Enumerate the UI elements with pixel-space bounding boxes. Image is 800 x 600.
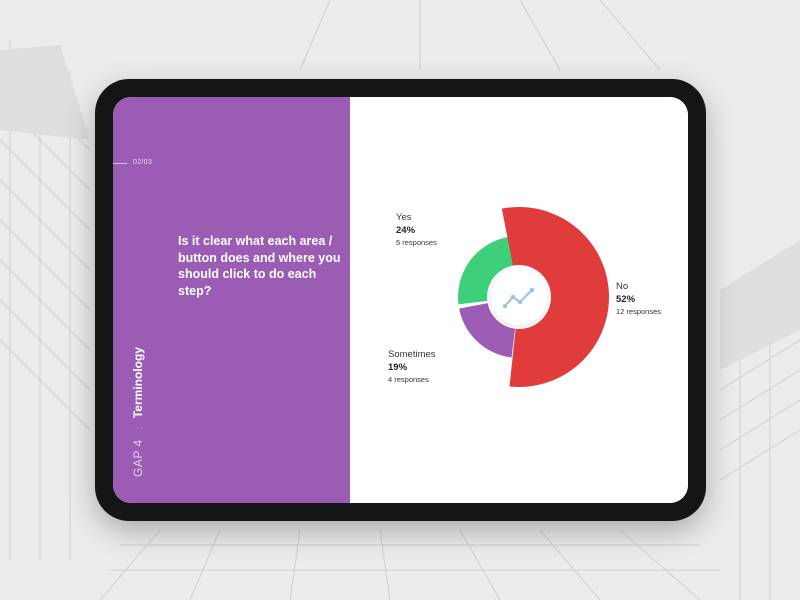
label-sometimes-responses: 4 responses (388, 375, 429, 384)
label-no: No 52% 12 responses (616, 281, 661, 316)
donut-slice-yes (458, 236, 516, 305)
trend-line-icon (502, 287, 535, 309)
question-text: Is it clear what each area / button does… (178, 234, 341, 298)
label-sometimes-name: Sometimes (388, 349, 436, 360)
chart-center (491, 269, 547, 325)
donut-chart: Yes 24% 5 responses No 52% 12 responses … (388, 207, 661, 387)
label-yes: Yes 24% 5 responses (396, 212, 437, 247)
results-panel: Yes 24% 5 responses No 52% 12 responses … (350, 97, 688, 503)
donut-slice-sometimes (459, 303, 516, 358)
tablet-screen: 02/03 Is it clear what each area / butto… (113, 97, 688, 503)
question-panel: 02/03 Is it clear what each area / butto… (113, 97, 350, 503)
gap-label: GAP 4 (131, 439, 145, 477)
label-sometimes: Sometimes 19% 4 responses (388, 349, 436, 384)
label-yes-percent: 24% (396, 225, 416, 236)
progress-line (113, 163, 127, 164)
topic-label: Terminology (131, 347, 145, 419)
label-yes-responses: 5 responses (396, 238, 437, 247)
label-yes-name: Yes (396, 212, 412, 223)
label-no-responses: 12 responses (616, 307, 661, 316)
section-label: GAP 4 : Terminology (131, 347, 145, 477)
donut-slice-no (501, 207, 609, 387)
tablet-frame: 02/03 Is it clear what each area / butto… (95, 79, 706, 521)
progress-indicator: 02/03 (133, 159, 153, 166)
label-no-percent: 52% (616, 294, 636, 305)
label-sometimes-percent: 19% (388, 362, 408, 373)
label-no-name: No (616, 281, 628, 292)
section-separator: : (134, 427, 144, 431)
